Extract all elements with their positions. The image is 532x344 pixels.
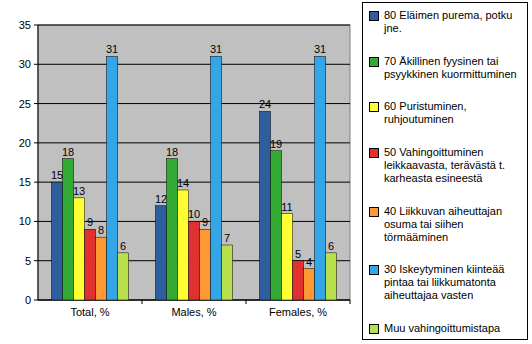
legend-swatch [369,265,379,275]
data-label: 31 [314,43,326,55]
bar [63,159,74,300]
legend-item: 30 Iskeytyminen kiinteää pintaa tai liik… [369,263,523,302]
category-label: Males, % [171,306,216,318]
category-label: Females, % [269,306,327,318]
grid-line [38,142,350,143]
bar [167,159,178,300]
legend-item: 70 Äkillinen fyysinen tai psyykkinen kuo… [369,55,523,81]
legend-label: 50 Vahingoittuminen leikkaavasta, terävä… [384,146,523,185]
tick-label: 25 [19,98,31,110]
data-label: 19 [270,138,282,150]
tick [34,25,38,26]
grid-line [38,64,350,65]
legend-swatch [369,57,379,67]
tick-label: 0 [25,294,31,306]
category-label: Total, % [70,306,109,318]
tick-label: 10 [19,215,31,227]
data-label: 31 [106,43,118,55]
bar [222,245,233,300]
legend-swatch [369,324,379,334]
tick [34,182,38,183]
legend: 80 Eläimen purema, potku jne. 70 Äkilline… [362,2,528,340]
bar [211,56,222,300]
legend-swatch [369,148,379,158]
tick [34,260,38,261]
data-label: 10 [188,208,200,220]
bars [52,56,337,300]
grid-line [38,103,350,104]
legend-label: 60 Puristuminen, ruhjoutuminen [384,100,523,126]
legend-item: 60 Puristuminen, ruhjoutuminen [369,100,523,126]
legend-item: 80 Eläimen purema, potku jne. [369,9,523,35]
legend-swatch [369,11,379,21]
tick-label: 30 [19,58,31,70]
data-label: 8 [98,224,104,236]
bar [315,56,326,300]
tick-label: 15 [19,176,31,188]
data-label: 4 [306,256,312,268]
bar [282,214,293,300]
legend-item: Muu vahingoittumistapa [369,322,523,335]
bar [304,269,315,300]
tick-label: 5 [25,255,31,267]
data-label: 12 [155,193,167,205]
data-label: 14 [177,177,189,189]
plot-area [38,25,350,300]
legend-label: 80 Eläimen purema, potku jne. [384,9,523,35]
bar [326,253,337,300]
data-label: 15 [51,169,63,181]
bar [118,253,129,300]
category-tick [142,300,143,304]
data-label: 9 [87,216,93,228]
y-axis [38,25,39,300]
bar [96,237,107,300]
data-label: 5 [295,248,301,260]
bar [178,190,189,300]
bar [156,206,167,300]
category-tick [246,300,247,304]
bar [271,151,282,300]
tick-label: 20 [19,137,31,149]
data-label: 6 [120,240,126,252]
tick [34,221,38,222]
data-label: 18 [166,146,178,158]
bar [200,229,211,300]
data-label: 7 [224,232,230,244]
bar [52,182,63,300]
legend-label: 70 Äkillinen fyysinen tai psyykkinen kuo… [384,55,523,81]
legend-item: 40 Liikkuvan aiheuttajan osuma tai siihe… [369,205,523,244]
tick [34,300,38,301]
data-label: 11 [281,201,292,213]
data-label: 6 [328,240,334,252]
data-label: 18 [62,146,74,158]
bar [260,111,271,300]
grid-line [38,182,350,183]
legend-label: 40 Liikkuvan aiheuttajan osuma tai siihe… [384,205,523,244]
legend-swatch [369,207,379,217]
legend-item: 50 Vahingoittuminen leikkaavasta, terävä… [369,146,523,185]
data-label: 31 [210,43,222,55]
bar [189,221,200,300]
grid-line [38,25,350,26]
legend-label: Muu vahingoittumistapa [384,322,500,335]
tick [34,142,38,143]
data-labels: 1518139831612181410931724191154316 [51,43,334,267]
bar [293,261,304,300]
tick [34,103,38,104]
legend-label: 30 Iskeytyminen kiinteää pintaa tai liik… [384,263,523,302]
bar [74,198,85,300]
bar [107,56,118,300]
category-tick [350,300,351,304]
data-label: 24 [259,98,271,110]
data-label: 9 [202,216,208,228]
legend-swatch [369,102,379,112]
bar [85,229,96,300]
data-label: 13 [73,185,85,197]
tick [34,64,38,65]
tick-label: 35 [19,19,31,31]
